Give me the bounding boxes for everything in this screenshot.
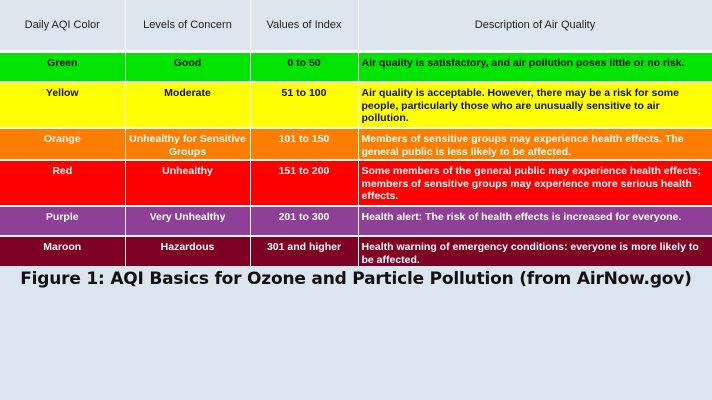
cell-description: Health warning of emergency conditions: … xyxy=(358,236,712,266)
cell-description: Health alert: The risk of health effects… xyxy=(358,206,712,237)
cell-level: Hazardous xyxy=(125,236,251,266)
figure-caption: Figure 1: AQI Basics for Ozone and Parti… xyxy=(20,269,692,289)
cell-level: Unhealthy for Sensitive Groups xyxy=(125,128,251,161)
cell-color: Yellow xyxy=(0,82,126,129)
cell-values: 301 and higher xyxy=(250,236,359,266)
cell-color: Purple xyxy=(0,206,126,237)
table-row-yellow: Yellow Moderate 51 to 100 Air quality is… xyxy=(0,82,712,129)
cell-values: 201 to 300 xyxy=(250,206,359,237)
header-description: Description of Air Quality xyxy=(358,0,712,53)
cell-description: Some members of the general public may e… xyxy=(358,160,712,207)
cell-color: Orange xyxy=(0,128,126,161)
header-values-of-index: Values of Index xyxy=(250,0,359,53)
cell-description: Members of sensitive groups may experien… xyxy=(358,128,712,161)
table-row-purple: Purple Very Unhealthy 201 to 300 Health … xyxy=(0,206,712,237)
cell-level: Good xyxy=(125,51,251,83)
header-levels-of-concern: Levels of Concern xyxy=(125,0,251,53)
cell-color: Maroon xyxy=(0,236,126,266)
cell-color: Red xyxy=(0,160,126,207)
cell-values: 101 to 150 xyxy=(250,128,359,161)
header-daily-aqi-color: Daily AQI Color xyxy=(0,0,126,53)
cell-values: 51 to 100 xyxy=(250,82,359,129)
cell-values: 151 to 200 xyxy=(250,160,359,207)
aqi-table: Daily AQI Color Levels of Concern Values… xyxy=(0,0,712,266)
table-row-orange: Orange Unhealthy for Sensitive Groups 10… xyxy=(0,128,712,161)
table-row-maroon: Maroon Hazardous 301 and higher Health w… xyxy=(0,236,712,266)
cell-level: Moderate xyxy=(125,82,251,129)
table-row-green: Green Good 0 to 50 Air quality is satisf… xyxy=(0,51,712,83)
table-row-red: Red Unhealthy 151 to 200 Some members of… xyxy=(0,160,712,207)
cell-level: Very Unhealthy xyxy=(125,206,251,237)
cell-description: Air quality is satisfactory, and air pol… xyxy=(358,51,712,83)
header-row: Daily AQI Color Levels of Concern Values… xyxy=(0,0,712,53)
cell-level: Unhealthy xyxy=(125,160,251,207)
cell-description: Air quality is acceptable. However, ther… xyxy=(358,82,712,129)
cell-color: Green xyxy=(0,51,126,83)
cell-values: 0 to 50 xyxy=(250,51,359,83)
